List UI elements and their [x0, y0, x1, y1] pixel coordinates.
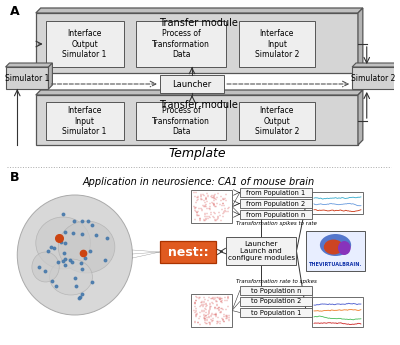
Text: Application in neurosience: CA1 of mouse brain: Application in neurosience: CA1 of mouse…: [83, 177, 315, 187]
Text: Interface
Input
Simulator 2: Interface Input Simulator 2: [255, 29, 299, 59]
Text: Interface
Input
Simulator 1: Interface Input Simulator 1: [62, 106, 107, 136]
FancyBboxPatch shape: [160, 75, 224, 93]
Ellipse shape: [36, 217, 90, 269]
Text: to Population n: to Population n: [251, 287, 301, 294]
FancyBboxPatch shape: [312, 192, 363, 214]
Text: Transformation spikes to rate: Transformation spikes to rate: [236, 221, 316, 226]
Text: to Population 2: to Population 2: [251, 298, 301, 305]
Polygon shape: [352, 63, 399, 67]
FancyBboxPatch shape: [136, 21, 226, 67]
Ellipse shape: [320, 234, 351, 256]
FancyBboxPatch shape: [191, 190, 232, 223]
Text: Process of
Transformation
Data: Process of Transformation Data: [152, 106, 210, 136]
FancyBboxPatch shape: [306, 231, 365, 271]
FancyBboxPatch shape: [312, 297, 363, 327]
Text: Interface
Output
Simulator 1: Interface Output Simulator 1: [62, 29, 107, 59]
Ellipse shape: [338, 241, 351, 255]
Text: Transfer module: Transfer module: [159, 18, 238, 28]
Polygon shape: [48, 63, 52, 89]
FancyBboxPatch shape: [239, 102, 315, 140]
FancyBboxPatch shape: [46, 102, 124, 140]
FancyBboxPatch shape: [160, 241, 216, 263]
FancyBboxPatch shape: [240, 210, 312, 219]
Text: THEVIRTUALBRAIN.: THEVIRTUALBRAIN.: [309, 263, 362, 267]
Polygon shape: [6, 63, 52, 67]
FancyBboxPatch shape: [36, 13, 358, 73]
Text: B: B: [10, 171, 19, 184]
FancyBboxPatch shape: [240, 199, 312, 208]
Ellipse shape: [58, 221, 115, 273]
Text: Simulator 1: Simulator 1: [5, 73, 49, 82]
Ellipse shape: [17, 195, 132, 315]
FancyBboxPatch shape: [191, 294, 232, 327]
FancyBboxPatch shape: [136, 102, 226, 140]
Polygon shape: [36, 8, 363, 13]
Polygon shape: [358, 8, 363, 73]
Text: from Population n: from Population n: [246, 211, 306, 217]
Text: Interface
Output
Simulator 2: Interface Output Simulator 2: [255, 106, 299, 136]
Text: Launcher: Launcher: [172, 79, 212, 89]
Text: Transfer module: Transfer module: [159, 100, 238, 110]
Polygon shape: [36, 90, 363, 95]
FancyBboxPatch shape: [240, 286, 312, 295]
Text: nest::: nest::: [168, 246, 208, 258]
Text: Process of
Transformation
Data: Process of Transformation Data: [152, 29, 210, 59]
FancyBboxPatch shape: [6, 67, 48, 89]
Polygon shape: [358, 90, 363, 145]
Text: Transformation rate to spikes: Transformation rate to spikes: [236, 279, 316, 284]
Text: from Population 2: from Population 2: [246, 200, 306, 207]
FancyBboxPatch shape: [239, 21, 315, 67]
Polygon shape: [395, 63, 399, 89]
FancyBboxPatch shape: [352, 67, 395, 89]
Text: to Population 1: to Population 1: [251, 309, 301, 315]
Text: Simulator 2: Simulator 2: [351, 73, 396, 82]
Text: A: A: [10, 5, 19, 18]
Text: from Population 1: from Population 1: [246, 189, 306, 196]
FancyBboxPatch shape: [240, 308, 312, 317]
FancyBboxPatch shape: [240, 188, 312, 197]
Ellipse shape: [50, 259, 92, 295]
FancyBboxPatch shape: [46, 21, 124, 67]
Ellipse shape: [324, 239, 343, 255]
FancyBboxPatch shape: [226, 237, 296, 265]
Text: Launcher
Launch and
configure modules: Launcher Launch and configure modules: [228, 241, 295, 261]
Ellipse shape: [32, 252, 59, 282]
Text: Template: Template: [168, 147, 226, 159]
FancyBboxPatch shape: [36, 95, 358, 145]
FancyBboxPatch shape: [240, 297, 312, 306]
